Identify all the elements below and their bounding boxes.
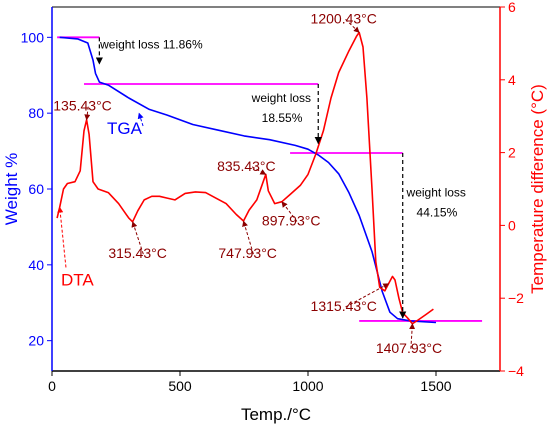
peak-label: 315.43°C (108, 245, 167, 261)
weight-loss-label: weight loss 11.86% (99, 38, 203, 52)
peak-label: 1315.43°C (311, 298, 377, 314)
left-y-tick-label: 20 (28, 333, 44, 349)
series-label-arrow (57, 206, 67, 268)
peak-arrow (345, 19, 360, 33)
right-y-axis-title: Temperature difference (°C) (528, 84, 547, 294)
peak-arrow (281, 201, 298, 222)
right-y-tick-label: −2 (508, 290, 524, 306)
series-line-dta (56, 31, 434, 325)
weight-loss-label: weight loss (406, 186, 466, 200)
axes: 0 500 1000 1500 20 40 60 80 100 −4 −2 0 2 4 6 (21, 0, 525, 394)
left-y-tick-label: 40 (28, 257, 44, 273)
left-y-axis-title: Weight % (2, 153, 21, 225)
peak-arrow (84, 106, 91, 121)
peak-label: 835.43°C (217, 158, 276, 174)
peak-arrow (409, 323, 416, 349)
peak-arrow (251, 166, 267, 175)
x-tick-label: 1000 (292, 378, 323, 394)
right-y-tick-label: 0 (508, 217, 516, 233)
peak-label: 747.93°C (218, 245, 277, 261)
annotation-layer: weight loss 11.86% weight loss 18.55% weigh… (53, 10, 466, 355)
weight-loss-label: 18.55% (262, 111, 303, 125)
right-y-tick-label: 6 (508, 0, 516, 15)
right-y-tick-label: −4 (508, 363, 524, 379)
peak-arrow (242, 220, 254, 255)
series-layer (56, 31, 483, 325)
peak-label: 1200.43°C (311, 10, 377, 26)
x-tick-label: 500 (168, 378, 192, 394)
peak-arrow (345, 283, 390, 308)
series-line-tga (59, 36, 437, 324)
peak-label: 1407.93°C (376, 340, 442, 356)
peak-arrow (131, 221, 144, 255)
weight-loss-label: weight loss (251, 91, 311, 105)
left-y-tick-label: 60 (28, 181, 44, 197)
left-y-tick-label: 100 (21, 29, 45, 45)
peak-label: 897.93°C (262, 212, 321, 228)
right-y-tick-label: 2 (508, 145, 516, 161)
x-tick-label: 1500 (420, 378, 451, 394)
x-axis-title: Temp./°C (241, 405, 311, 424)
left-y-tick-label: 80 (28, 105, 44, 121)
right-y-tick-label: 4 (508, 72, 516, 88)
x-tick-label: 0 (48, 378, 56, 394)
weight-loss-label: 44.15% (417, 206, 458, 220)
series-label-tga: TGA (107, 119, 143, 138)
peak-label: 135.43°C (53, 98, 112, 114)
series-label-arrow (137, 112, 144, 127)
series-label-dta: DTA (61, 270, 94, 289)
